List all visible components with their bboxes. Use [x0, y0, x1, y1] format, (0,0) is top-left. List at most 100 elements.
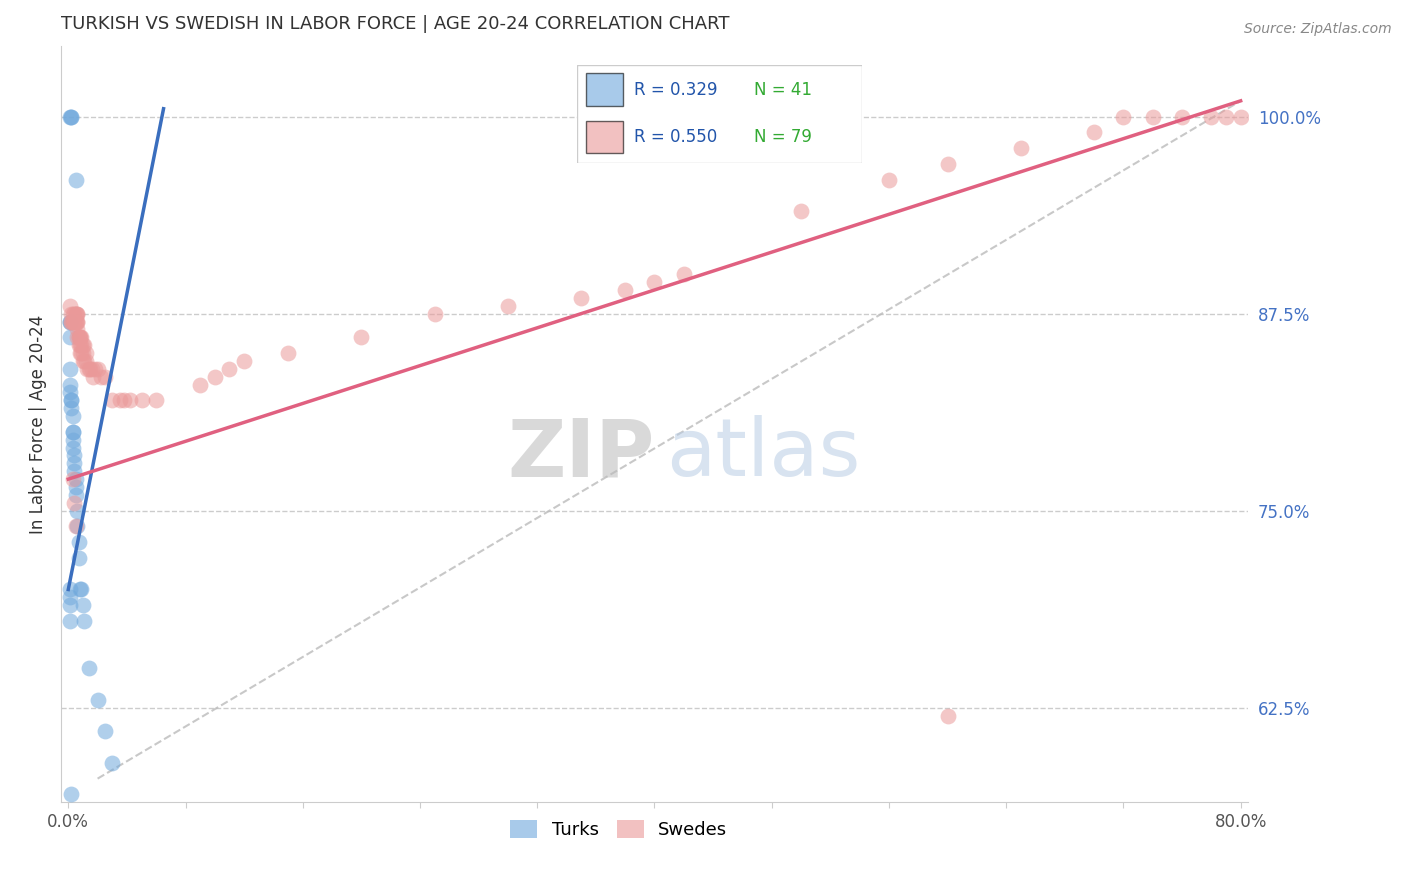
- Point: [62, 472, 84, 486]
- Point: [70, 346, 93, 360]
- Point: [69, 330, 91, 344]
- Point: [89, 369, 111, 384]
- Point: [66, 314, 89, 328]
- Point: [60, 401, 83, 416]
- Point: [643, 275, 665, 289]
- Point: [59, 385, 82, 400]
- Point: [101, 393, 124, 408]
- Point: [63, 307, 86, 321]
- Point: [101, 756, 124, 770]
- Text: TURKISH VS SWEDISH IN LABOR FORCE | AGE 20-24 CORRELATION CHART: TURKISH VS SWEDISH IN LABOR FORCE | AGE …: [60, 15, 730, 33]
- Point: [1112, 110, 1135, 124]
- Point: [350, 330, 373, 344]
- Point: [66, 330, 89, 344]
- Point: [65, 480, 87, 494]
- Point: [62, 433, 84, 447]
- Point: [86, 361, 108, 376]
- Point: [936, 708, 959, 723]
- Point: [145, 393, 167, 408]
- Point: [75, 354, 97, 368]
- Point: [65, 307, 87, 321]
- Point: [60, 110, 83, 124]
- Point: [60, 307, 83, 321]
- Point: [59, 591, 82, 605]
- Point: [59, 314, 82, 328]
- Point: [83, 361, 105, 376]
- Point: [67, 338, 90, 352]
- Point: [59, 582, 82, 597]
- Point: [59, 314, 82, 328]
- Point: [69, 338, 91, 352]
- Y-axis label: In Labor Force | Age 20-24: In Labor Force | Age 20-24: [30, 314, 46, 533]
- Point: [60, 314, 83, 328]
- Point: [62, 441, 84, 455]
- Point: [66, 322, 89, 336]
- Point: [614, 283, 637, 297]
- Point: [66, 503, 89, 517]
- Point: [69, 346, 91, 360]
- Point: [1171, 110, 1194, 124]
- Point: [73, 614, 96, 628]
- Point: [75, 346, 97, 360]
- Point: [72, 346, 94, 360]
- Point: [218, 361, 240, 376]
- Text: atlas: atlas: [666, 416, 860, 493]
- Point: [65, 519, 87, 533]
- Point: [82, 369, 104, 384]
- Point: [62, 409, 84, 423]
- Point: [67, 330, 90, 344]
- Point: [233, 354, 256, 368]
- Point: [72, 354, 94, 368]
- Point: [62, 314, 84, 328]
- Point: [86, 693, 108, 707]
- Point: [72, 599, 94, 613]
- Point: [77, 361, 100, 376]
- Point: [62, 314, 84, 328]
- Point: [66, 307, 89, 321]
- Point: [63, 314, 86, 328]
- Point: [59, 299, 82, 313]
- Point: [188, 377, 211, 392]
- Point: [77, 661, 100, 675]
- Point: [70, 582, 93, 597]
- Point: [204, 369, 226, 384]
- Point: [60, 110, 83, 124]
- Point: [62, 425, 84, 439]
- Point: [496, 299, 519, 313]
- Point: [59, 110, 82, 124]
- Point: [423, 307, 446, 321]
- Legend: Turks, Swedes: Turks, Swedes: [503, 813, 735, 847]
- Point: [569, 291, 592, 305]
- Text: ZIP: ZIP: [508, 416, 654, 493]
- Point: [67, 551, 90, 566]
- Point: [70, 338, 93, 352]
- Point: [1142, 110, 1164, 124]
- Point: [66, 307, 89, 321]
- Point: [59, 599, 82, 613]
- Point: [79, 361, 101, 376]
- Point: [94, 369, 117, 384]
- Point: [65, 172, 87, 186]
- Point: [73, 354, 96, 368]
- Point: [118, 393, 141, 408]
- Point: [59, 377, 82, 392]
- Point: [69, 582, 91, 597]
- Point: [73, 338, 96, 352]
- Point: [936, 157, 959, 171]
- Point: [63, 464, 86, 478]
- Point: [60, 393, 83, 408]
- Point: [65, 314, 87, 328]
- Point: [60, 314, 83, 328]
- Point: [108, 393, 131, 408]
- Point: [1010, 141, 1032, 155]
- Point: [277, 346, 299, 360]
- Point: [65, 472, 87, 486]
- Point: [59, 614, 82, 628]
- Text: Source: ZipAtlas.com: Source: ZipAtlas.com: [1244, 22, 1392, 37]
- Point: [877, 172, 900, 186]
- Point: [65, 307, 87, 321]
- Point: [1215, 110, 1237, 124]
- Point: [112, 393, 135, 408]
- Point: [63, 314, 86, 328]
- Point: [72, 338, 94, 352]
